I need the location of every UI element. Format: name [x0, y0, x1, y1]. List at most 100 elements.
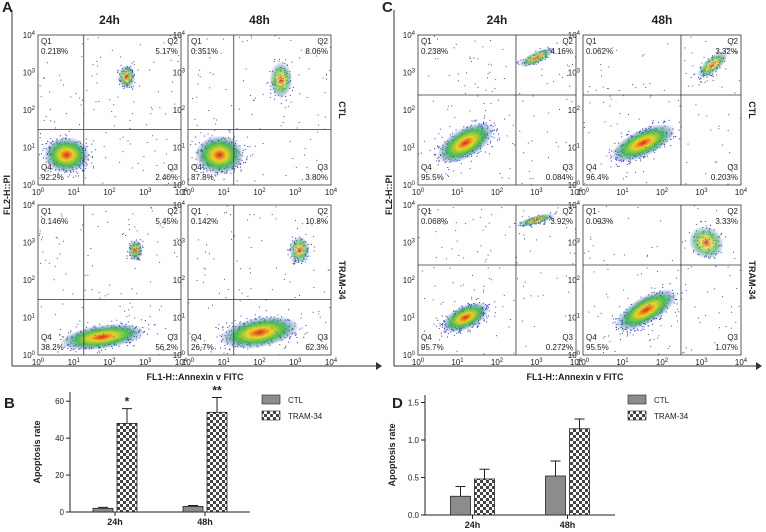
event-dot [129, 143, 131, 145]
tick-exponent: 3 [298, 358, 302, 364]
event-dot [191, 157, 193, 159]
plot-frame [37, 204, 182, 356]
event-dot [189, 333, 191, 335]
event-dot [294, 219, 296, 221]
event-dot [487, 267, 489, 269]
event-dot [553, 80, 555, 82]
event-dot [601, 48, 603, 50]
event-dot [229, 214, 231, 216]
event-dot [197, 239, 199, 241]
event-dot [527, 142, 529, 144]
tick-base: 10 [68, 358, 77, 367]
tick-exponent: 2 [412, 276, 416, 282]
log-tick-label: 104 [325, 188, 338, 197]
event-dot [611, 150, 613, 152]
event-dot [236, 162, 238, 164]
event-dot [695, 104, 697, 106]
event-dot [230, 105, 232, 107]
event-dot [58, 174, 60, 176]
event-dot [98, 100, 100, 102]
event-dot [119, 138, 121, 140]
event-dot [214, 130, 216, 132]
event-dot [664, 121, 666, 123]
event-dot [473, 120, 475, 122]
event-dot [153, 324, 155, 326]
tick-base: 10 [403, 31, 412, 40]
event-dot [486, 315, 488, 317]
event-dot [440, 323, 442, 325]
event-dot [40, 306, 42, 308]
event-dot [498, 139, 500, 141]
tick-base: 10 [491, 358, 500, 367]
event-dot [167, 344, 169, 346]
event-dot [218, 324, 220, 326]
quadrant-percent: 0.062% [586, 47, 613, 56]
event-dot [555, 212, 557, 214]
tick-exponent: 3 [577, 69, 581, 75]
event-dot [563, 345, 565, 347]
event-dot [490, 102, 492, 104]
quadrant-percent: 0.068% [421, 217, 448, 226]
event-dot [213, 179, 215, 181]
event-dot [437, 319, 439, 321]
event-dot [663, 121, 665, 123]
event-dot [498, 137, 500, 139]
event-dot [119, 161, 121, 163]
event-dot [127, 345, 129, 347]
event-dot [114, 116, 116, 118]
event-dot [284, 273, 286, 275]
event-dot [451, 248, 453, 250]
event-dot [138, 259, 140, 261]
event-dot [84, 289, 86, 291]
event-dot [209, 253, 211, 255]
event-dot [330, 46, 331, 48]
tick-base: 10 [23, 144, 32, 153]
event-dot [62, 336, 64, 338]
event-dot [297, 228, 299, 230]
event-dot [498, 99, 500, 101]
event-dot [718, 125, 720, 127]
event-dot [102, 182, 104, 184]
event-dot [589, 102, 591, 104]
event-dot [474, 83, 476, 85]
event-dot [440, 332, 442, 334]
event-dot [299, 93, 301, 95]
event-dot [626, 134, 628, 136]
event-dot [316, 55, 318, 57]
quadrant-name: Q2 [727, 37, 738, 46]
event-dot [438, 159, 440, 161]
event-dot [482, 291, 484, 293]
event-dot [442, 302, 444, 304]
event-dot [435, 160, 437, 162]
event-dot [111, 345, 113, 347]
event-dot [554, 213, 556, 215]
event-dot [464, 85, 466, 87]
event-dot [295, 334, 297, 336]
event-dot [104, 295, 106, 297]
event-dot [663, 120, 665, 122]
tick-exponent: 3 [32, 69, 36, 75]
event-dot [487, 77, 489, 79]
event-dot [178, 55, 180, 57]
event-dot [485, 225, 487, 227]
event-dot [609, 149, 611, 151]
event-dot [290, 39, 292, 41]
event-dot [667, 43, 669, 45]
event-dot [467, 330, 469, 332]
event-dot [513, 352, 515, 354]
event-dot [610, 166, 612, 168]
tick-exponent: 1 [227, 188, 231, 194]
event-dot [326, 78, 328, 80]
event-dot [454, 116, 456, 118]
event-dot [646, 182, 648, 184]
event-dot [204, 135, 206, 137]
row-label: CTL [337, 101, 347, 119]
event-dot [59, 334, 61, 336]
tick-base: 10 [570, 358, 579, 367]
event-dot [628, 162, 630, 164]
event-dot [652, 120, 654, 122]
column-header: 48h [249, 13, 270, 27]
event-dot [544, 221, 546, 223]
